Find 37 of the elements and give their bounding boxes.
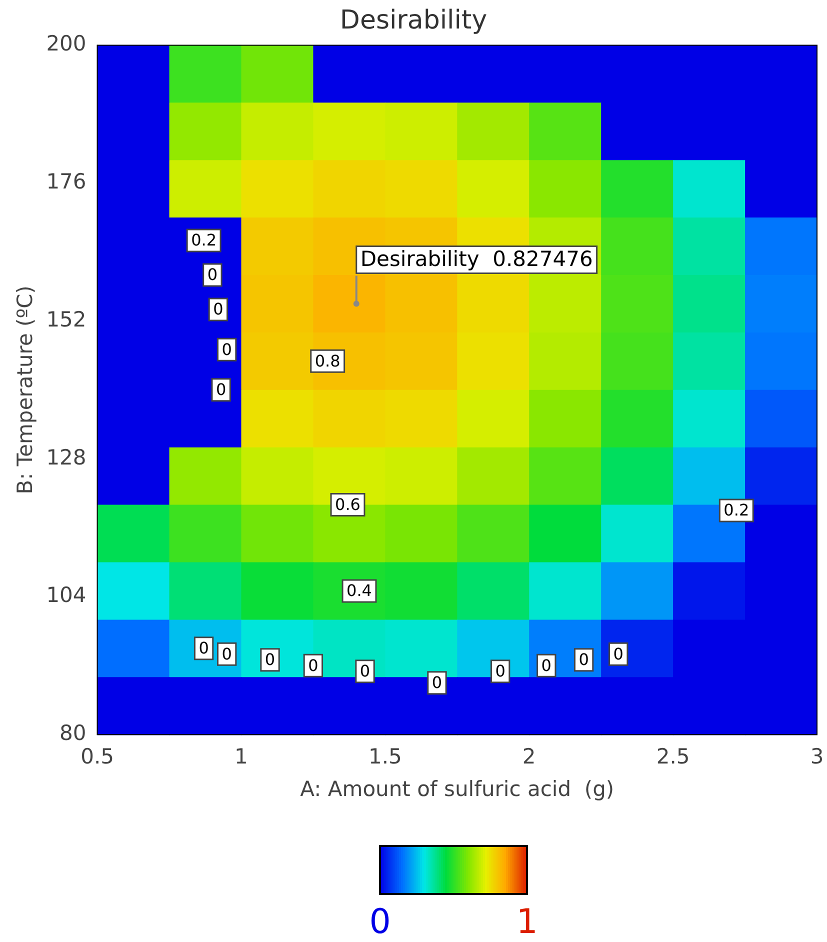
annotation: 0.2 <box>724 500 750 520</box>
annotation: Desirability 0.827476 <box>360 247 593 272</box>
x-tick-label: 3 <box>810 744 824 769</box>
x-tick-label: 2 <box>522 744 536 769</box>
annotation: 0 <box>360 662 370 681</box>
annotation: 0.2 <box>191 230 217 250</box>
x-tick-label: 2.5 <box>656 744 690 769</box>
x-tick-label: 1 <box>234 744 248 769</box>
annotation: 0 <box>207 265 218 284</box>
annotation: 0 <box>222 644 232 664</box>
annotation: 0 <box>495 662 506 681</box>
color-bar-label: 0 <box>369 902 391 942</box>
annotation: 0 <box>613 644 624 664</box>
annotation: 0 <box>213 300 224 319</box>
y-tick-label: 104 <box>46 583 86 608</box>
annotation: 0 <box>541 656 552 675</box>
annotation: 0 <box>308 656 318 675</box>
annotation: 0.6 <box>335 494 360 514</box>
annotation: 0.8 <box>314 351 340 370</box>
annotation: 0 <box>432 673 442 692</box>
annotation: 0 <box>198 638 209 658</box>
annotation: 0 <box>216 380 226 400</box>
annotation: 0 <box>222 340 232 359</box>
x-axis-title: A: Amount of sulfuric acid (g) <box>300 776 614 801</box>
chart-title: Desirability <box>340 5 488 36</box>
color-bar-label: 1 <box>516 902 538 942</box>
x-tick-label: 0.5 <box>80 744 114 769</box>
annotation: 0 <box>264 650 276 670</box>
x-tick-label: 1.5 <box>368 744 402 769</box>
annotation: 0 <box>578 650 589 670</box>
y-tick-label: 200 <box>46 32 86 56</box>
y-tick-label: 128 <box>46 445 86 470</box>
y-tick-label: 152 <box>46 307 86 332</box>
y-axis-title: B: Temperature (ºC) <box>13 285 38 494</box>
annotation: 0.4 <box>346 581 372 600</box>
y-tick-label: 176 <box>46 170 86 194</box>
y-tick-label: 80 <box>60 721 86 746</box>
